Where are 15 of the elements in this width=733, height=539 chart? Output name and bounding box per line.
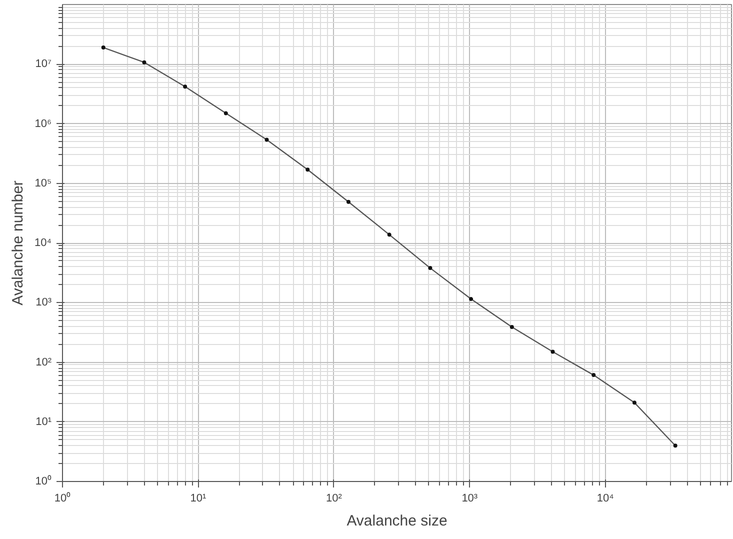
x-tick-label: 10³	[462, 492, 478, 504]
x-tick-label: 10²	[326, 492, 342, 504]
x-tick-label: 10⁰	[54, 492, 71, 504]
y-tick-label: 10⁷	[35, 58, 52, 70]
x-axis-title: Avalanche size	[346, 512, 448, 530]
y-tick-label: 10³	[36, 296, 52, 309]
x-tick-label: 10¹	[190, 492, 206, 504]
y-tick-label: 10⁶	[34, 118, 52, 130]
y-axis-title: Avalanche number	[10, 180, 27, 306]
y-tick-label: 10⁴	[34, 237, 52, 249]
y-tick-label: 10¹	[36, 416, 52, 428]
y-tick-label: 10⁰	[35, 474, 52, 488]
y-tick-label: 10⁵	[34, 177, 52, 190]
x-tick-label: 10⁴	[596, 492, 614, 504]
y-tick-label: 10²	[36, 356, 52, 368]
